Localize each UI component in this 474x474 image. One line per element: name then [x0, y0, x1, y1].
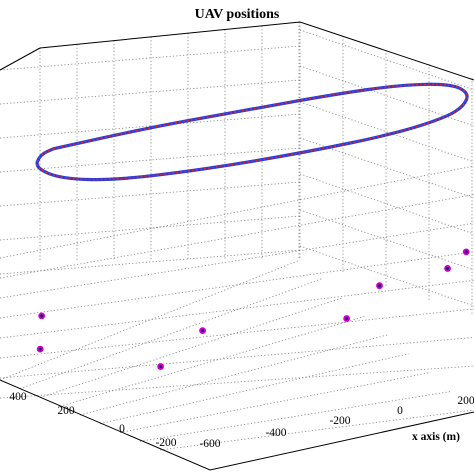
wall-grid-line	[299, 101, 474, 163]
trajectory-line-blue	[35, 82, 469, 182]
x-axis-label: x axis (m)	[412, 431, 460, 443]
wall-grid-line	[0, 181, 301, 207]
x-tick-labels: -600 -400 -200 0 200	[199, 395, 474, 450]
wall-grid-line	[0, 45, 301, 71]
x-tick-label: 0	[397, 405, 403, 417]
floor-grid-line	[0, 165, 474, 259]
wall-grid-line	[299, 173, 474, 235]
wall-grid-line	[299, 209, 474, 271]
floor-grid-line	[59, 315, 366, 407]
ground-marker-core	[446, 266, 450, 270]
wall-grid-line	[0, 113, 301, 139]
floor-grid-line	[0, 259, 301, 381]
y-tick-label: 0	[119, 423, 125, 435]
ground-marker-core	[40, 314, 44, 318]
floor-grid-line	[0, 279, 474, 339]
ground-marker-core	[345, 316, 349, 320]
floor-grid-line	[19, 278, 322, 390]
ground-markers	[36, 248, 470, 370]
ground-marker-core	[159, 365, 163, 369]
floor-grid-line	[0, 365, 474, 399]
ground-marker-core	[464, 250, 468, 254]
x-tick-label: -200	[329, 415, 350, 427]
floor-grid-line	[0, 308, 474, 359]
wall-grid-line	[0, 147, 301, 173]
x-tick-label: -400	[265, 427, 286, 439]
trajectory-line-red	[36, 83, 468, 181]
axes-grid	[0, 21, 474, 471]
floor-grid-line	[39, 297, 344, 398]
ground-marker-core	[378, 284, 381, 288]
y-tick-labels: 400 200 0 -200	[9, 391, 176, 449]
axes-box-edge	[39, 21, 474, 81]
chart-title: UAV positions	[195, 7, 280, 22]
wall-grid-line	[0, 79, 301, 105]
floor-grid-line	[0, 251, 474, 319]
wall-grid-line	[0, 215, 301, 241]
floor-grid-line	[0, 222, 474, 299]
x-tick-label: -600	[199, 438, 220, 450]
ground-marker-core	[38, 347, 42, 351]
floor-grid-line	[99, 353, 409, 425]
floor-grid-line	[0, 336, 474, 379]
y-tick-label: 200	[57, 405, 75, 417]
wall-grid-line	[299, 29, 474, 91]
x-tick-label: 200	[457, 395, 474, 407]
ground-marker-core	[201, 329, 205, 333]
y-tick-label: 400	[9, 391, 27, 403]
y-tick-label: -200	[155, 437, 176, 449]
floor-grid-line	[139, 390, 453, 442]
axes-box-edge	[0, 47, 41, 71]
wall-grid-line	[299, 245, 474, 307]
floor-grid-line	[79, 334, 388, 416]
uav-trajectory	[35, 82, 469, 182]
wall-grid-line	[0, 249, 301, 275]
floor-grid-line	[119, 372, 431, 433]
floor-grid-line	[0, 194, 474, 279]
axes-box-edge	[0, 379, 474, 471]
